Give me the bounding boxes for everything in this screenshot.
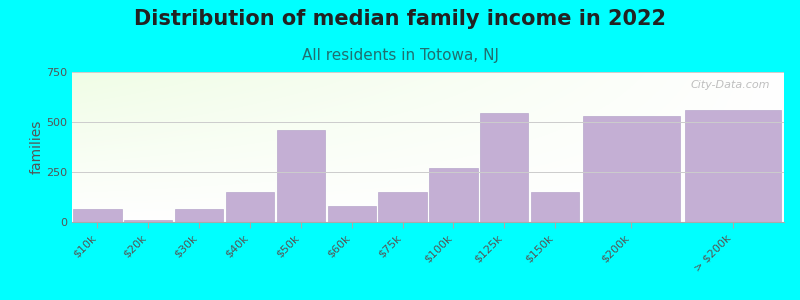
Bar (531, 192, 579, 222)
Bar (480, 113, 529, 222)
Y-axis label: families: families (30, 120, 43, 174)
Bar (378, 192, 426, 222)
Text: All residents in Totowa, NJ: All residents in Totowa, NJ (302, 48, 498, 63)
Bar (74, 209, 122, 222)
Bar (226, 192, 274, 222)
Bar (175, 209, 223, 222)
Bar (327, 206, 376, 222)
Bar (430, 168, 478, 222)
Text: City-Data.com: City-Data.com (690, 80, 770, 89)
Bar (277, 130, 325, 222)
Bar (124, 220, 173, 222)
Bar (583, 116, 680, 222)
Bar (685, 110, 782, 222)
Text: Distribution of median family income in 2022: Distribution of median family income in … (134, 9, 666, 29)
